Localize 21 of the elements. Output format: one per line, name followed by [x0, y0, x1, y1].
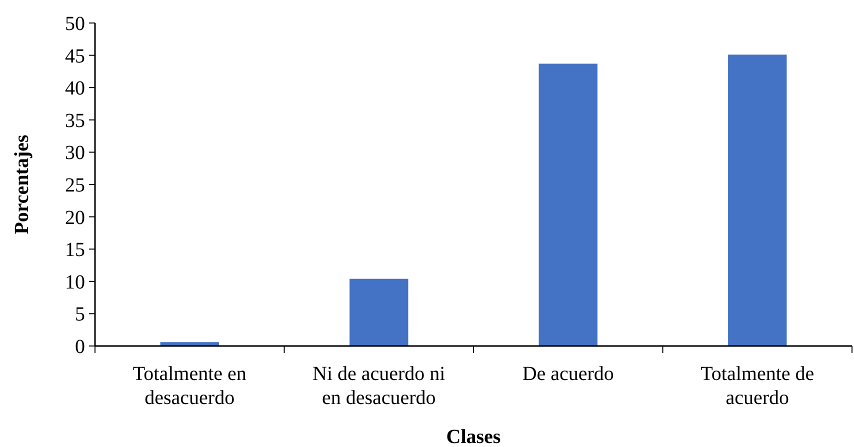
x-axis-title: Clases	[446, 426, 501, 447]
x-tick-label: Ni de acuerdo ni en desacuerdo	[312, 363, 446, 409]
y-tick-label: 40	[65, 78, 85, 100]
x-tick-label: De acuerdo	[522, 363, 614, 385]
bar	[160, 342, 219, 346]
y-tick-label: 50	[65, 13, 85, 35]
y-tick-label: 45	[65, 45, 85, 68]
y-tick-label: 0	[75, 336, 85, 358]
bar	[350, 278, 408, 346]
y-tick-label: 35	[65, 110, 85, 132]
y-tick-label: 5	[75, 304, 85, 326]
bar	[538, 64, 598, 346]
y-tick-label: 25	[65, 174, 85, 196]
y-axis-title: Porcentajes	[11, 134, 33, 234]
bar	[728, 54, 787, 346]
y-tick-label: 30	[65, 142, 85, 164]
x-tick-label: Totalmente de acuerdo	[700, 363, 814, 409]
y-tick-label: 10	[65, 271, 85, 294]
y-tick-label: 15	[65, 239, 85, 262]
x-tick-label: Totalmente en desacuerdo	[132, 363, 246, 409]
y-tick-label: 20	[65, 206, 85, 229]
